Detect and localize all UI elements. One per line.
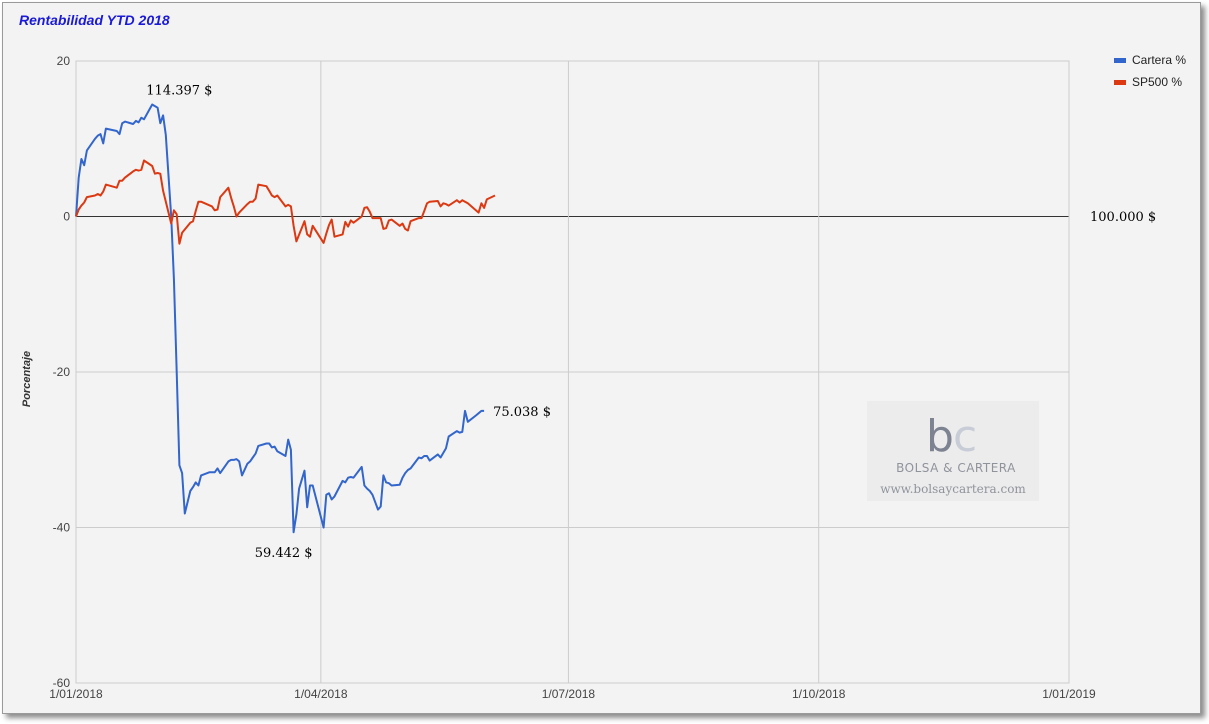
y-axis: 20 0 -20 -40 -60 <box>53 54 71 690</box>
x-tick-label: 1/01/2018 <box>49 687 103 701</box>
legend-entry: Cartera % <box>1132 53 1186 67</box>
y-axis-label: Porcentaje <box>21 351 33 407</box>
legend-swatch <box>1114 58 1126 63</box>
x-tick-label: 1/04/2018 <box>294 687 348 701</box>
watermark-logo-c: c <box>953 411 977 462</box>
y-tick-label: 0 <box>63 210 70 224</box>
value-annotation: 75.038 $ <box>493 405 551 420</box>
legend: Cartera % SP500 % <box>1114 53 1186 89</box>
watermark-background <box>867 401 1039 501</box>
value-annotation: 114.397 $ <box>146 84 212 99</box>
series-line-sp500 <box>75 159 496 245</box>
legend-entry: SP500 % <box>1132 75 1182 89</box>
x-tick-label: 1/10/2018 <box>792 687 846 701</box>
chart-title: Rentabilidad YTD 2018 <box>19 12 170 28</box>
grid <box>75 60 1070 684</box>
x-tick-label: 1/01/2019 <box>1042 687 1096 701</box>
series-lines <box>75 103 496 534</box>
annotations: 114.397 $ 59.442 $ 75.038 $ <box>146 84 551 562</box>
line-chart: Rentabilidad YTD 2018 20 0 -20 -40 -60 1/01/… <box>19 12 1186 701</box>
x-tick-label: 1/07/2018 <box>542 687 596 701</box>
y-tick-label: -20 <box>53 365 71 379</box>
value-annotation: 59.442 $ <box>255 546 313 561</box>
chart-frame: Rentabilidad YTD 2018 20 0 -20 -40 -60 1/01/… <box>2 2 1201 714</box>
y-tick-label: -40 <box>53 521 71 535</box>
y-tick-label: 20 <box>57 54 71 68</box>
watermark: b c BOLSA & CARTERA www.bolsaycartera.co… <box>867 401 1039 501</box>
watermark-brand: BOLSA & CARTERA <box>896 461 1016 475</box>
x-axis: 1/01/2018 1/04/2018 1/07/2018 1/10/2018 1/01… <box>49 687 1096 701</box>
watermark-url: www.bolsaycartera.com <box>880 482 1026 496</box>
y-tick-label: -60 <box>53 676 71 690</box>
baseline-label: 100.000 $ <box>1090 210 1156 225</box>
legend-swatch <box>1114 80 1126 85</box>
watermark-logo-b: b <box>926 411 954 462</box>
series-line-cartera <box>75 103 485 534</box>
